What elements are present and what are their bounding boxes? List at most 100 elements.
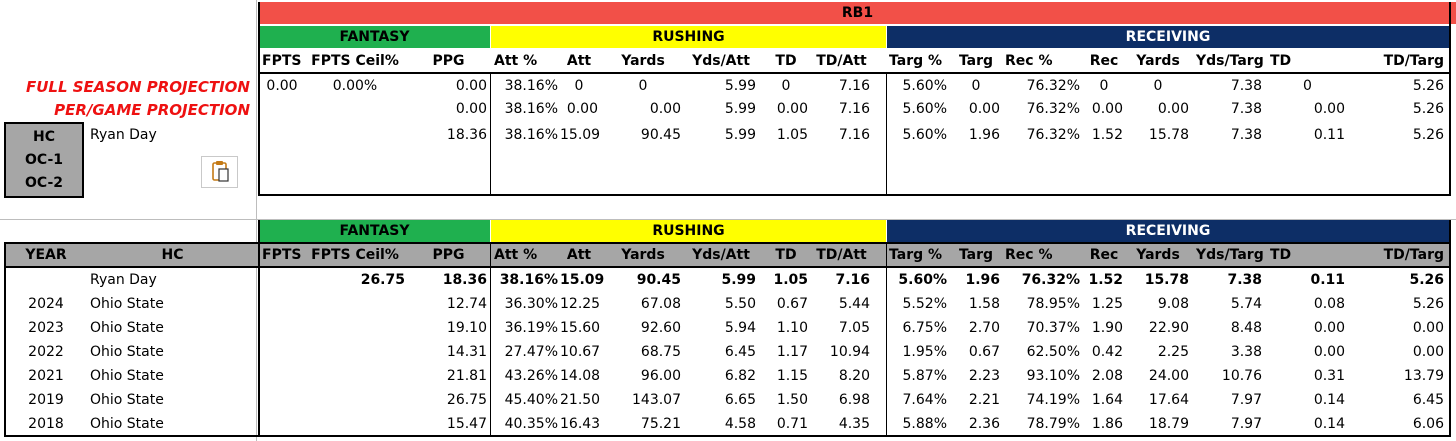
history-cell[interactable]: 36.30% xyxy=(504,296,558,312)
history-cell[interactable]: 4.58 xyxy=(724,416,756,432)
top-cell[interactable]: 7.16 xyxy=(838,78,870,94)
top-cell[interactable]: 15.78 xyxy=(1148,127,1189,143)
history-cell[interactable]: 16.43 xyxy=(560,416,601,432)
history-cell[interactable]: 13.79 xyxy=(1403,368,1444,384)
summary-cell[interactable]: 7.38 xyxy=(1227,272,1262,288)
top-cell[interactable]: 0.00 xyxy=(776,101,808,117)
history-cell[interactable] xyxy=(305,292,405,316)
top-cell[interactable]: 7.16 xyxy=(838,101,870,117)
history-cell[interactable]: 3.38 xyxy=(1230,344,1262,360)
history-cell[interactable]: 5.52% xyxy=(902,296,947,312)
history-cell[interactable]: 36.19% xyxy=(504,320,558,336)
top-cell[interactable]: 38.16% xyxy=(504,101,558,117)
summary-cell[interactable]: 5.26 xyxy=(1409,272,1444,288)
top-cell[interactable]: 0 xyxy=(1303,78,1312,94)
history-cell[interactable]: 2.70 xyxy=(968,320,1000,336)
history-cell[interactable] xyxy=(262,364,302,388)
top-cell[interactable]: 7.38 xyxy=(1230,127,1262,143)
top-cell[interactable]: 18.36 xyxy=(446,127,487,143)
year-cell[interactable]: 2019 xyxy=(28,392,64,408)
history-cell[interactable]: 1.15 xyxy=(776,368,808,384)
top-cell[interactable]: 38.16% xyxy=(504,127,558,143)
history-cell[interactable]: 9.08 xyxy=(1157,296,1189,312)
top-cell[interactable]: 5.26 xyxy=(1412,78,1444,94)
history-cell[interactable] xyxy=(262,316,302,340)
top-cell[interactable] xyxy=(262,123,302,147)
history-cell[interactable]: 0.00 xyxy=(1313,344,1345,360)
history-cell[interactable]: 7.97 xyxy=(1230,416,1262,432)
history-cell[interactable] xyxy=(305,412,405,436)
top-cell[interactable]: 0 xyxy=(971,78,981,94)
history-cell[interactable]: 0.42 xyxy=(1091,344,1123,360)
history-cell[interactable]: 15.60 xyxy=(560,320,601,336)
history-cell[interactable]: 6.75% xyxy=(902,320,947,336)
history-cell[interactable]: 5.44 xyxy=(838,296,870,312)
history-cell[interactable]: 74.19% xyxy=(1026,392,1080,408)
history-cell[interactable]: 2.25 xyxy=(1157,344,1189,360)
history-cell[interactable]: 26.75 xyxy=(446,392,487,408)
top-cell[interactable]: 5.60% xyxy=(902,127,947,143)
top-cell[interactable]: 0.00 xyxy=(1313,101,1345,117)
history-cell[interactable]: 8.20 xyxy=(838,368,870,384)
history-cell[interactable]: 1.58 xyxy=(968,296,1000,312)
history-cell[interactable]: 0.14 xyxy=(1313,392,1345,408)
history-cell[interactable]: 24.00 xyxy=(1148,368,1189,384)
history-cell[interactable]: 43.26% xyxy=(504,368,558,384)
hc-cell[interactable]: Ohio State xyxy=(90,416,164,432)
history-cell[interactable]: 96.00 xyxy=(640,368,681,384)
top-cell[interactable]: 0.00 xyxy=(566,101,598,117)
history-cell[interactable]: 68.75 xyxy=(640,344,681,360)
top-cell[interactable] xyxy=(305,123,405,147)
history-cell[interactable]: 93.10% xyxy=(1026,368,1080,384)
year-cell[interactable]: 2018 xyxy=(28,416,64,432)
top-cell[interactable]: 5.99 xyxy=(724,127,756,143)
top-cell[interactable]: 5.26 xyxy=(1412,127,1444,143)
history-cell[interactable]: 0.08 xyxy=(1313,296,1345,312)
clipboard-paste-icon[interactable] xyxy=(201,156,238,188)
history-cell[interactable]: 0.67 xyxy=(968,344,1000,360)
history-cell[interactable]: 6.06 xyxy=(1412,416,1444,432)
history-cell[interactable]: 7.64% xyxy=(902,392,947,408)
history-cell[interactable]: 6.45 xyxy=(724,344,756,360)
hc-cell[interactable]: Ohio State xyxy=(90,296,164,312)
top-cell[interactable]: 1.05 xyxy=(776,127,808,143)
summary-cell[interactable]: 76.32% xyxy=(1021,272,1080,288)
top-cell[interactable]: 7.38 xyxy=(1230,78,1262,94)
history-cell[interactable]: 1.64 xyxy=(1091,392,1123,408)
summary-cell[interactable]: 38.16% xyxy=(499,272,558,288)
history-cell[interactable]: 75.21 xyxy=(640,416,681,432)
history-cell[interactable]: 6.65 xyxy=(724,392,756,408)
summary-cell[interactable]: 1.05 xyxy=(773,272,808,288)
history-cell[interactable]: 143.07 xyxy=(632,392,681,408)
history-cell[interactable]: 67.08 xyxy=(640,296,681,312)
history-cell[interactable]: 21.50 xyxy=(560,392,601,408)
history-cell[interactable]: 21.81 xyxy=(446,368,487,384)
history-cell[interactable]: 62.50% xyxy=(1026,344,1080,360)
top-cell[interactable]: 1.96 xyxy=(968,127,1000,143)
top-cell[interactable]: 0 xyxy=(638,78,648,94)
history-cell[interactable]: 8.48 xyxy=(1230,320,1262,336)
history-cell[interactable]: 1.50 xyxy=(776,392,808,408)
history-cell[interactable]: 2.36 xyxy=(968,416,1000,432)
history-cell[interactable]: 14.08 xyxy=(560,368,601,384)
history-cell[interactable]: 1.25 xyxy=(1091,296,1123,312)
history-cell[interactable]: 1.10 xyxy=(776,320,808,336)
hc-cell[interactable]: Ohio State xyxy=(90,320,164,336)
history-cell[interactable]: 0.71 xyxy=(776,416,808,432)
history-cell[interactable]: 7.97 xyxy=(1230,392,1262,408)
history-cell[interactable]: 10.67 xyxy=(560,344,601,360)
top-cell[interactable]: 0.00 xyxy=(455,101,487,117)
history-cell[interactable]: 0.00 xyxy=(1313,320,1345,336)
top-cell[interactable]: 0.00% xyxy=(332,78,378,94)
history-cell[interactable] xyxy=(305,316,405,340)
summary-cell[interactable]: 26.75 xyxy=(360,272,405,288)
hc-cell[interactable]: Ohio State xyxy=(90,392,164,408)
history-cell[interactable]: 5.87% xyxy=(902,368,947,384)
history-cell[interactable]: 5.26 xyxy=(1412,296,1444,312)
summary-hc[interactable]: Ryan Day xyxy=(90,272,157,288)
history-cell[interactable]: 45.40% xyxy=(504,392,558,408)
history-cell[interactable]: 0.00 xyxy=(1412,344,1444,360)
history-cell[interactable]: 0.67 xyxy=(776,296,808,312)
history-cell[interactable]: 4.35 xyxy=(838,416,870,432)
history-cell[interactable]: 2.08 xyxy=(1091,368,1123,384)
